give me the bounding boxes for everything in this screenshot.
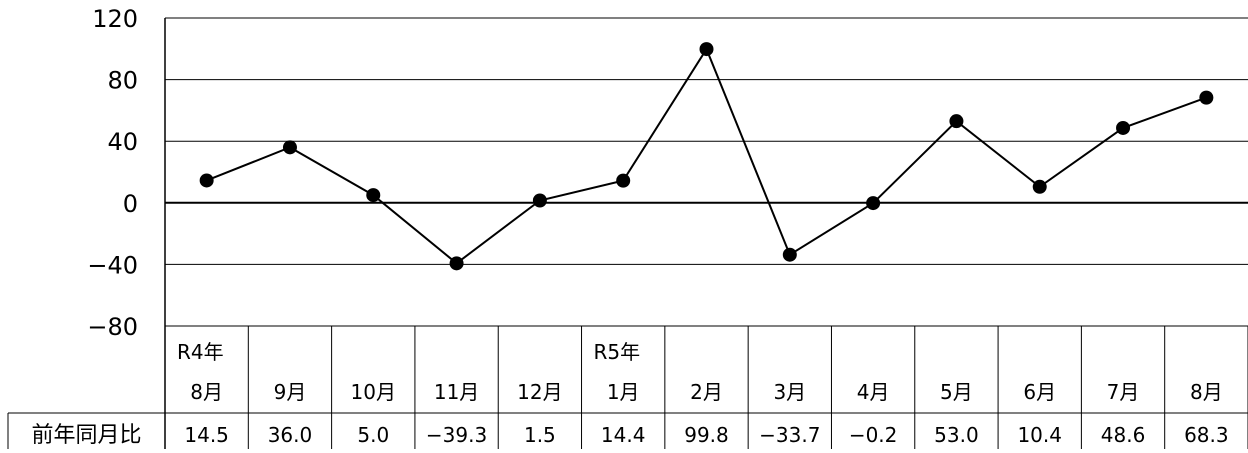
series-line xyxy=(206,46,1207,265)
data-table-value: 53.0 xyxy=(934,423,979,447)
x-tick-label: 11月 xyxy=(434,380,479,404)
data-table-value: −33.7 xyxy=(759,423,820,447)
series-row-label: 前年同月比 xyxy=(31,423,141,448)
y-tick-label: 40 xyxy=(107,128,138,156)
x-tick-label: 2月 xyxy=(690,380,723,404)
x-tick-label: 6月 xyxy=(1023,380,1056,404)
x-tick-label: 5月 xyxy=(940,380,973,404)
data-point xyxy=(782,247,797,262)
data-table-value: 99.8 xyxy=(684,423,729,447)
y-tick-label: 120 xyxy=(92,5,138,33)
data-point xyxy=(366,188,381,203)
x-tick-label: 8月 xyxy=(190,380,223,404)
data-table-value: 14.4 xyxy=(601,423,646,447)
y-tick-label: 80 xyxy=(107,67,138,95)
x-tick-label: 9月 xyxy=(274,380,307,404)
x-tick-label: 12月 xyxy=(517,380,562,404)
data-point xyxy=(1199,90,1214,105)
y-tick-label: 0 xyxy=(123,190,138,218)
x-tick-year-label: R5年 xyxy=(594,340,641,364)
data-table-value: 14.5 xyxy=(184,423,229,447)
x-tick-label: 10月 xyxy=(351,380,396,404)
x-tick-label: 8月 xyxy=(1190,380,1223,404)
x-tick-year-label: R4年 xyxy=(177,340,224,364)
data-table-value: 5.0 xyxy=(357,423,389,447)
data-table-value: 1.5 xyxy=(524,423,556,447)
data-point xyxy=(866,196,881,211)
data-table-value: 68.3 xyxy=(1184,423,1229,447)
data-table-value: −39.3 xyxy=(426,423,487,447)
x-tick-label: 3月 xyxy=(773,380,806,404)
y-tick-label: −80 xyxy=(87,313,138,341)
data-point xyxy=(1032,179,1047,194)
y-tick-label: −40 xyxy=(87,251,138,279)
data-table-value: 10.4 xyxy=(1017,423,1062,447)
data-point xyxy=(1116,120,1131,135)
data-table-value: 48.6 xyxy=(1101,423,1146,447)
x-tick-label: 4月 xyxy=(857,380,890,404)
data-point xyxy=(199,173,214,188)
data-point xyxy=(449,256,464,271)
data-point xyxy=(282,140,297,155)
data-table-value: −0.2 xyxy=(849,423,898,447)
data-point xyxy=(616,173,631,188)
data-point xyxy=(949,114,964,129)
data-table-value: 36.0 xyxy=(268,423,313,447)
data-point xyxy=(532,193,547,208)
data-point xyxy=(699,42,714,57)
x-tick-label: 7月 xyxy=(1107,380,1140,404)
x-tick-label: 1月 xyxy=(607,380,640,404)
